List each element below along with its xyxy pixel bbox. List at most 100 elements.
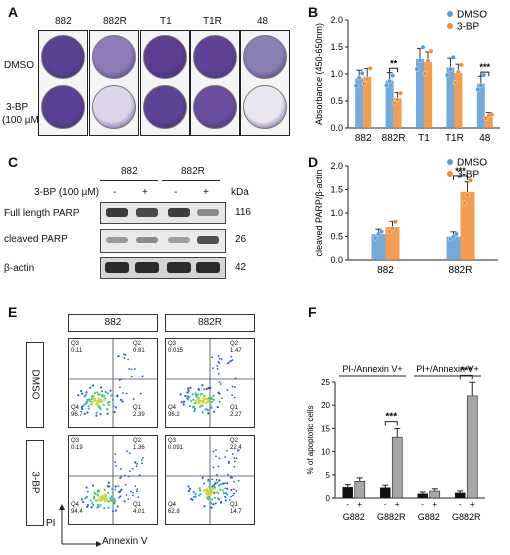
y-tick-label: 2.0 <box>330 15 343 25</box>
flow-event <box>231 394 234 397</box>
flow-event <box>201 476 204 479</box>
y-tick-label: 0.0 <box>330 255 343 265</box>
flow-event <box>102 494 105 497</box>
cleaved-parp-chart: 0.0 0.5 1.0 1.5 2.0 cleaved PARP/β-actin 882 88… <box>314 158 498 276</box>
data-point <box>384 83 390 88</box>
flow-event <box>125 392 128 395</box>
y-tick-label: 0.5 <box>330 232 343 242</box>
flow-event <box>182 400 186 403</box>
data-point <box>452 80 458 86</box>
flow-event <box>234 377 237 380</box>
band <box>167 262 191 273</box>
flow-event <box>137 496 140 499</box>
flow-event <box>81 407 84 411</box>
panel-f: F 0 5 10 15 20 25% of apoptotic cells - + G882- +… <box>290 300 510 550</box>
y-tick-label: 5 <box>326 471 331 480</box>
cell-underline-882r <box>162 180 220 181</box>
data-point <box>458 62 464 68</box>
flow-event <box>237 479 240 482</box>
flow-event <box>194 392 197 396</box>
flow-event <box>233 456 236 459</box>
flow-event <box>119 398 123 401</box>
band <box>106 237 128 243</box>
flow-event <box>205 387 208 390</box>
flow-event <box>114 485 117 488</box>
flow-event <box>125 494 128 496</box>
flow-event <box>237 449 240 452</box>
flow-event <box>231 476 234 479</box>
flow-event <box>195 399 198 402</box>
quadrant-label: Q2 <box>230 341 239 347</box>
significance-bracket <box>389 67 399 73</box>
flow-event <box>233 488 235 491</box>
x-tick-label: G882R <box>452 512 481 522</box>
flow-event <box>103 507 106 510</box>
flow-event <box>127 358 130 361</box>
flow-event <box>218 362 221 364</box>
protein-label-full-parp: Full length PARP <box>4 208 80 219</box>
flow-event <box>193 407 197 411</box>
bar <box>355 78 364 128</box>
flow-event <box>231 385 234 388</box>
x-tick-label: G882 <box>418 512 440 522</box>
flow-event <box>211 356 214 359</box>
flow-event <box>190 399 193 403</box>
flow-event <box>109 389 112 392</box>
x-tick-label: 48 <box>479 133 491 144</box>
row-label-conc: (100 µM) <box>2 115 43 126</box>
flow-event <box>204 408 207 411</box>
bar <box>484 116 493 128</box>
y-tick-label: 0.0 <box>330 123 343 133</box>
flow-event <box>141 375 144 378</box>
flow-event <box>194 492 197 496</box>
flow-event <box>106 485 109 488</box>
flow-event <box>113 497 116 501</box>
flow-event <box>198 397 201 400</box>
data-point <box>373 235 378 241</box>
data-point <box>392 100 398 106</box>
flow-event <box>130 368 133 371</box>
flow-event <box>213 492 215 495</box>
cell-label-882r: 882R <box>181 166 205 177</box>
quadrant-label: 0.015 <box>168 348 184 354</box>
flow-event <box>111 491 114 494</box>
culture-well <box>92 85 136 129</box>
blot-full-parp <box>100 202 226 224</box>
flow-event <box>114 406 118 409</box>
panel-letter-d: D <box>308 154 319 170</box>
bar <box>454 72 463 128</box>
flow-event <box>203 394 206 397</box>
flow-col-header-882: 882 <box>68 314 158 332</box>
flow-event <box>119 477 121 480</box>
data-point <box>454 231 459 237</box>
flow-event <box>209 490 212 493</box>
data-point <box>353 83 359 89</box>
flow-event <box>84 403 87 406</box>
flow-event <box>211 485 214 488</box>
flow-event <box>216 473 218 476</box>
significance-bracket <box>459 374 473 380</box>
y-axis-label-pi: PI <box>46 518 56 529</box>
bar <box>429 490 441 499</box>
flow-event <box>206 408 210 412</box>
flow-event <box>81 392 84 395</box>
quadrant-label: 94.4 <box>71 509 83 515</box>
x-tick-label: 882 <box>377 265 394 276</box>
flow-event <box>187 489 191 493</box>
panel-letter-a: A <box>8 4 19 20</box>
flow-event <box>84 393 87 397</box>
flow-event <box>187 389 190 392</box>
y-axis-label: Absorbance (450-650nm) <box>314 23 324 125</box>
significance-bracket <box>384 421 398 426</box>
band <box>197 236 219 244</box>
quadrant-label: 96.7 <box>71 412 83 418</box>
x-tick-label: G882 <box>343 512 365 522</box>
flow-event <box>141 457 144 459</box>
flow-event <box>233 480 235 483</box>
sign-label: - <box>346 500 349 509</box>
col-label-t1: T1 <box>160 16 172 27</box>
flow-event <box>217 492 220 495</box>
kda-label: kDa <box>231 187 249 198</box>
flow-event <box>216 368 219 370</box>
flow-event <box>188 404 191 408</box>
